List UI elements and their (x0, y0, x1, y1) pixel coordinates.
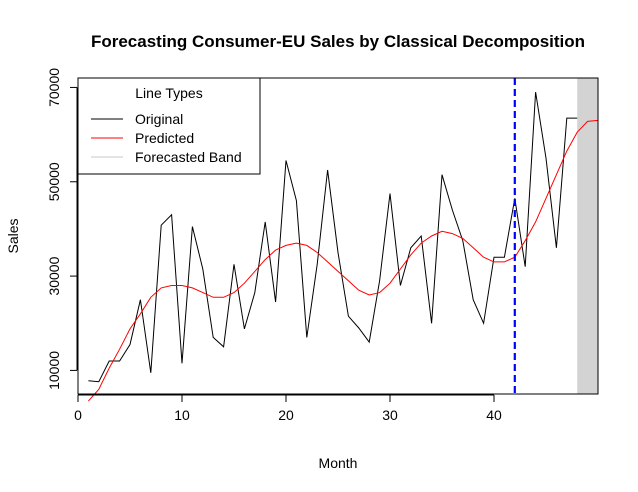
y-axis: 10000 30000 50000 70000 (46, 68, 78, 390)
plot-frame (77, 77, 599, 395)
series-line-original (88, 92, 578, 383)
legend-title: Line Types (135, 85, 202, 101)
y-tick-label: 70000 (46, 68, 62, 107)
y-tick-label: 30000 (46, 256, 62, 295)
legend-label-predicted: Predicted (135, 130, 194, 146)
series-layer (88, 92, 599, 402)
legend: Line Types Original Predicted Forecasted… (77, 77, 261, 175)
series-line-predicted (88, 119, 599, 402)
y-tick-label: 10000 (46, 351, 62, 390)
x-tick-label: 40 (486, 407, 502, 423)
x-axis: 0 10 20 30 40 (74, 394, 502, 423)
x-tick-label: 30 (382, 407, 398, 423)
y-axis-title: Sales (5, 218, 21, 253)
chart-title: Forecasting Consumer-EU Sales by Classic… (91, 32, 585, 51)
forecast-band-layer (577, 78, 598, 394)
legend-label-original: Original (135, 111, 183, 127)
legend-box (77, 77, 261, 175)
legend-label-forecasted-band: Forecasted Band (135, 149, 242, 165)
x-tick-label: 0 (74, 407, 82, 423)
x-axis-title: Month (319, 455, 358, 471)
forecast-band (577, 78, 598, 394)
y-tick-label: 50000 (46, 162, 62, 201)
x-tick-label: 20 (278, 407, 294, 423)
x-tick-label: 10 (174, 407, 190, 423)
